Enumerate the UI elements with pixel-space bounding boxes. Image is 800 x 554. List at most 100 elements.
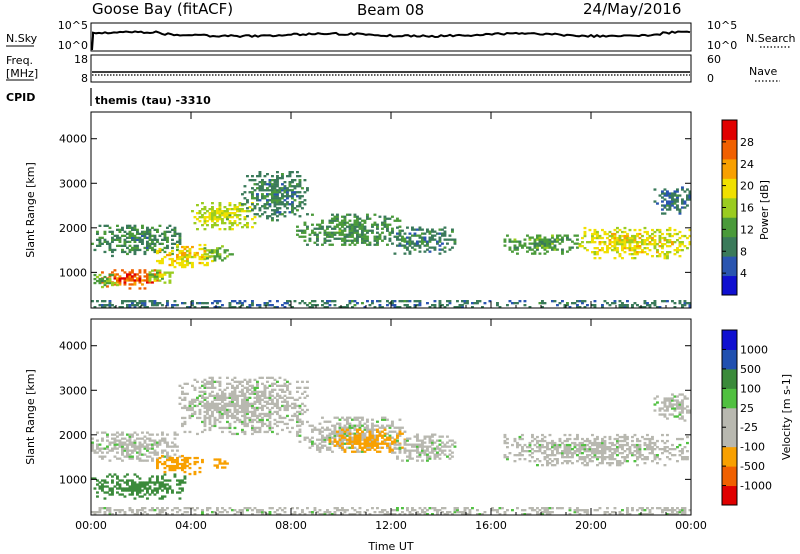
data-cell: [663, 194, 667, 197]
data-cell: [681, 411, 684, 414]
data-cell: [176, 466, 179, 470]
data-cell: [158, 234, 162, 237]
y-tick-label: 4000: [59, 133, 87, 146]
data-cell: [381, 430, 384, 433]
data-cell: [418, 455, 422, 458]
data-cell: [618, 435, 622, 439]
data-cell: [381, 239, 384, 242]
data-cell: [158, 511, 162, 514]
data-cell: [263, 511, 267, 514]
data-cell: [531, 452, 534, 455]
data-cell: [141, 509, 144, 512]
data-cell: [141, 453, 144, 456]
data-cell: [601, 236, 604, 240]
data-cell: [346, 446, 349, 449]
data-cell: [406, 236, 409, 239]
data-cell: [278, 396, 282, 399]
data-cell: [203, 249, 207, 253]
data-cell: [213, 210, 217, 213]
data-cell: [603, 513, 607, 516]
data-cell: [238, 222, 242, 225]
data-cell: [363, 446, 367, 449]
data-cell: [643, 443, 647, 447]
data-cell: [106, 491, 109, 494]
data-cell: [333, 215, 337, 218]
data-cell: [228, 507, 232, 510]
data-cell: [608, 243, 612, 246]
data-cell: [393, 219, 397, 222]
data-cell: [583, 458, 587, 461]
data-cell: [311, 424, 314, 427]
data-cell: [143, 287, 147, 290]
data-cell: [276, 513, 279, 516]
data-cell: [463, 509, 467, 512]
data-cell: [123, 513, 127, 516]
data-cell: [158, 441, 162, 444]
data-cell: [518, 458, 522, 461]
data-cell: [408, 443, 412, 446]
data-cell: [98, 485, 102, 488]
data-cell: [96, 238, 99, 241]
data-cell: [128, 273, 132, 276]
data-cell: [516, 507, 519, 510]
data-cell: [178, 251, 182, 255]
data-cell: [388, 430, 392, 433]
data-cell: [101, 431, 104, 434]
data-cell: [158, 443, 162, 446]
data-cell: [591, 239, 594, 242]
data-cell: [661, 208, 664, 211]
data-cell: [391, 420, 394, 423]
data-cell: [198, 470, 202, 474]
data-cell: [678, 403, 682, 406]
data-cell: [608, 462, 612, 465]
data-cell: [201, 458, 204, 462]
data-cell: [428, 230, 432, 233]
data-cell: [256, 197, 259, 200]
data-cell: [373, 428, 377, 431]
data-cell: [376, 235, 379, 238]
data-cell: [528, 454, 532, 457]
data-cell: [568, 246, 572, 249]
data-cell: [241, 402, 244, 405]
data-cell: [581, 446, 584, 449]
data-cell: [636, 304, 639, 307]
data-cell: [343, 237, 347, 240]
data-cell: [131, 269, 134, 272]
data-cell: [321, 446, 324, 449]
data-cell: [206, 261, 209, 265]
data-cell: [203, 390, 207, 393]
data-cell: [276, 412, 279, 416]
data-cell: [131, 300, 134, 303]
data-cell: [166, 455, 169, 458]
data-cell: [181, 255, 184, 259]
data-cell: [291, 185, 294, 188]
data-cell: [156, 240, 159, 243]
data-cell: [158, 487, 162, 490]
data-cell: [326, 436, 329, 439]
data-cell: [153, 242, 157, 245]
data-cell: [533, 242, 537, 245]
data-cell: [203, 212, 207, 215]
data-cell: [303, 231, 307, 234]
data-cell: [663, 243, 667, 246]
data-cell: [343, 223, 347, 226]
data-cell: [673, 409, 677, 412]
data-cell: [121, 449, 124, 452]
data-cell: [263, 384, 267, 387]
data-cell: [341, 442, 344, 445]
data-cell: [571, 302, 574, 305]
data-cell: [671, 509, 674, 512]
data-cell: [236, 396, 239, 399]
data-cell: [176, 507, 179, 510]
data-cell: [228, 424, 232, 428]
data-cell: [158, 261, 162, 265]
data-cell: [251, 197, 254, 200]
data-cell: [558, 443, 562, 447]
data-cell: [158, 439, 162, 442]
data-cell: [203, 382, 207, 385]
data-cell: [513, 246, 517, 249]
data-cell: [451, 451, 454, 454]
data-cell: [521, 513, 524, 516]
data-cell: [123, 300, 127, 303]
data-cell: [563, 460, 567, 463]
